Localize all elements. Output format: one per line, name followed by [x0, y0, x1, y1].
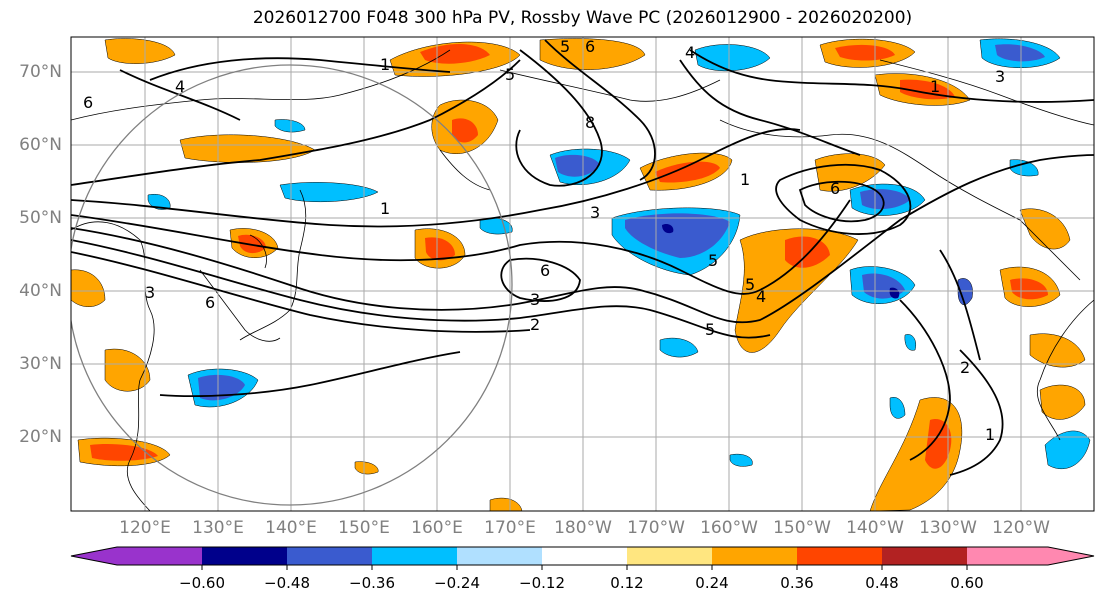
lon-label: 170°W — [627, 518, 685, 538]
colorbar-extend-min — [71, 547, 117, 565]
colorbar-tick-label: −0.12 — [519, 574, 565, 592]
lon-label: 140°W — [846, 518, 904, 538]
lon-label: 150°E — [338, 518, 390, 538]
lon-label: 160°E — [411, 518, 463, 538]
colorbar-extend-max — [1048, 547, 1094, 565]
lat-label: 20°N — [19, 427, 62, 447]
contour-label: 6 — [205, 293, 215, 312]
colorbar-tick-label: 0.12 — [610, 574, 644, 592]
contour-label: 3 — [530, 290, 540, 309]
positive-anomaly-regions — [71, 38, 1086, 511]
contour-label: 4 — [685, 43, 695, 62]
lat-label: 30°N — [19, 354, 62, 374]
lon-label: 130°E — [192, 518, 244, 538]
contour-label: 4 — [756, 287, 766, 306]
contour-label: 6 — [540, 261, 550, 280]
map-frame — [70, 36, 1095, 512]
contour-label: 5 — [745, 275, 755, 294]
contour-label: 6 — [830, 179, 840, 198]
negative-anomaly-regions — [147, 38, 1091, 470]
lon-label: 160°W — [700, 518, 758, 538]
contour-labels: 1 4 6 5 6 5 8 4 3 1 3 6 1 3 6 3 2 5 1 6 … — [83, 37, 1005, 444]
lon-label: 150°W — [773, 518, 831, 538]
contour-label: 3 — [145, 283, 155, 302]
contour-label: 5 — [505, 65, 515, 84]
colorbar-tick-label: 0.24 — [695, 574, 729, 592]
lat-label: 70°N — [19, 62, 62, 82]
colorbar-tick-label: −0.60 — [179, 574, 225, 592]
contour-label: 5 — [705, 320, 715, 339]
lon-label: 120°W — [992, 518, 1050, 538]
colorbar-tick-label: 0.60 — [950, 574, 984, 592]
contour-label: 1 — [985, 425, 995, 444]
contour-label: 6 — [83, 93, 93, 112]
contour-label: 3 — [590, 203, 600, 222]
lat-label: 60°N — [19, 135, 62, 155]
influence-circle — [71, 64, 513, 506]
lat-label: 50°N — [19, 208, 62, 228]
contour-label: 8 — [585, 113, 595, 132]
contour-label: 2 — [530, 315, 540, 334]
contour-label: 2 — [960, 358, 970, 377]
lat-label: 40°N — [19, 281, 62, 301]
lon-label: 140°E — [265, 518, 317, 538]
pv-contours — [71, 39, 1094, 476]
colorbar-tick-label: −0.24 — [434, 574, 480, 592]
contour-label: 5 — [708, 251, 718, 270]
coastlines — [71, 49, 1094, 511]
colorbar-tick-label: 0.48 — [865, 574, 899, 592]
colorbar — [70, 546, 1095, 570]
colorbar-tick-label: 0.36 — [780, 574, 814, 592]
contour-label: 4 — [175, 77, 185, 96]
contour-label: 1 — [380, 199, 390, 218]
contour-label: 1 — [380, 55, 390, 74]
contour-label: 1 — [930, 77, 940, 96]
colorbar-tick-label: −0.36 — [349, 574, 395, 592]
lon-label: 120°E — [119, 518, 171, 538]
contour-label: 1 — [740, 170, 750, 189]
contour-label: 3 — [995, 67, 1005, 86]
map-title: 2026012700 F048 300 hPa PV, Rossby Wave … — [252, 8, 913, 28]
contour-label: 6 — [585, 37, 595, 56]
lon-label: 130°W — [919, 518, 977, 538]
colorbar-tick-label: −0.48 — [264, 574, 310, 592]
contour-label: 5 — [560, 37, 570, 56]
lon-label: 180°W — [554, 518, 612, 538]
lon-label: 170°E — [484, 518, 536, 538]
